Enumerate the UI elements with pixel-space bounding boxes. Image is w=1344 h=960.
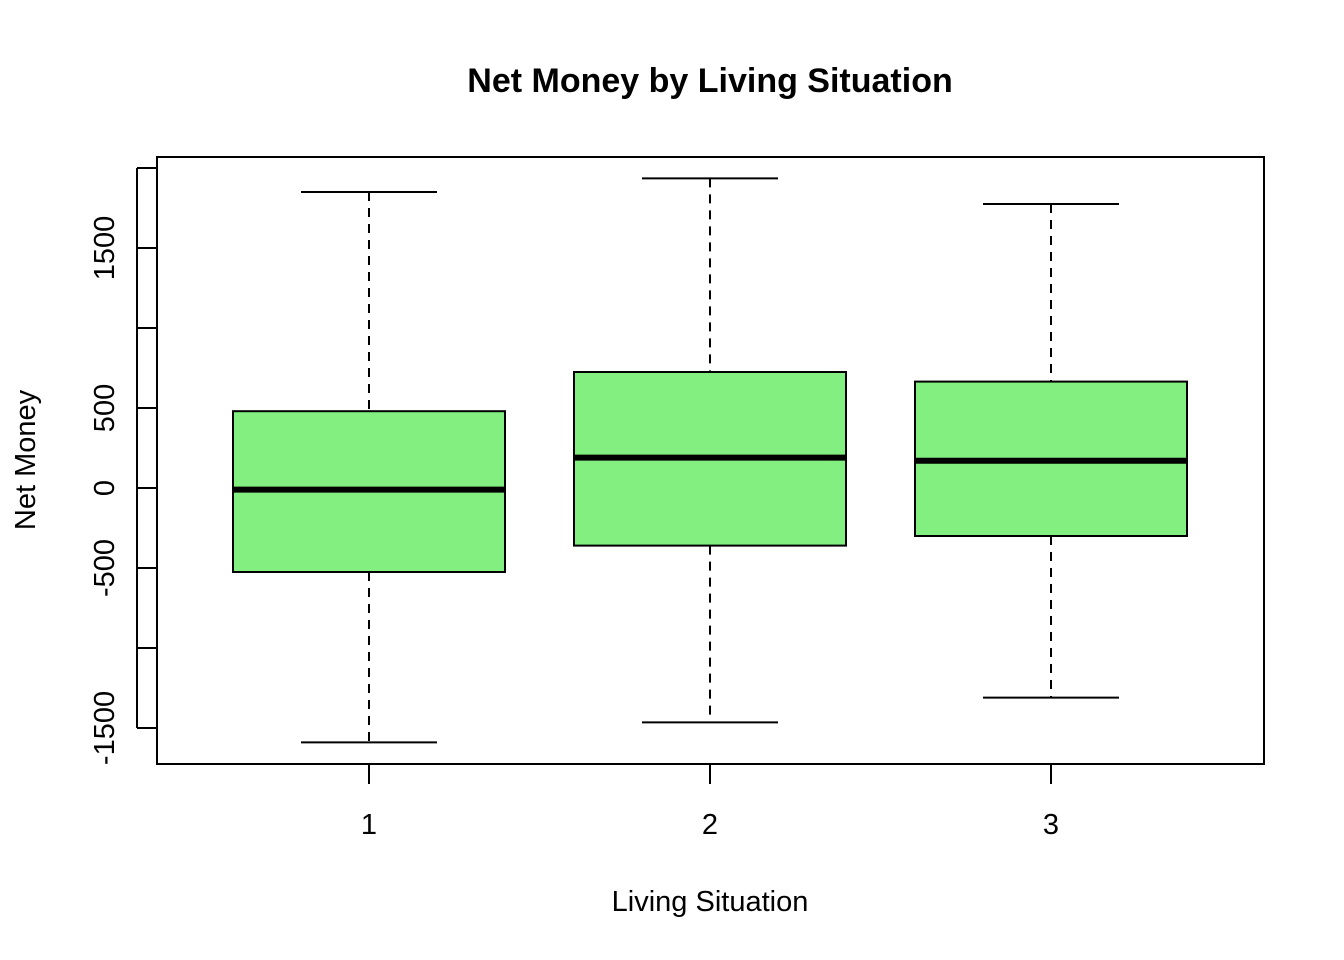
- y-tick-label: -1500: [89, 691, 121, 765]
- chart-title: Net Money by Living Situation: [467, 62, 952, 100]
- y-tick-label: 0: [89, 480, 121, 496]
- y-tick-label: 500: [89, 384, 121, 432]
- x-tick-label: 3: [1043, 809, 1059, 841]
- y-tick-label: -500: [89, 539, 121, 597]
- plot-marks: 1 2 3 -1500 -500 0 500 1500: [89, 167, 1188, 841]
- y-tick-label: 1500: [89, 216, 121, 281]
- x-tick-label: 1: [361, 809, 377, 841]
- y-axis-label: Net Money: [10, 389, 42, 530]
- x-axis-label: Living Situation: [612, 886, 809, 918]
- x-tick-label: 2: [702, 809, 718, 841]
- plot-frame: [156, 156, 1265, 765]
